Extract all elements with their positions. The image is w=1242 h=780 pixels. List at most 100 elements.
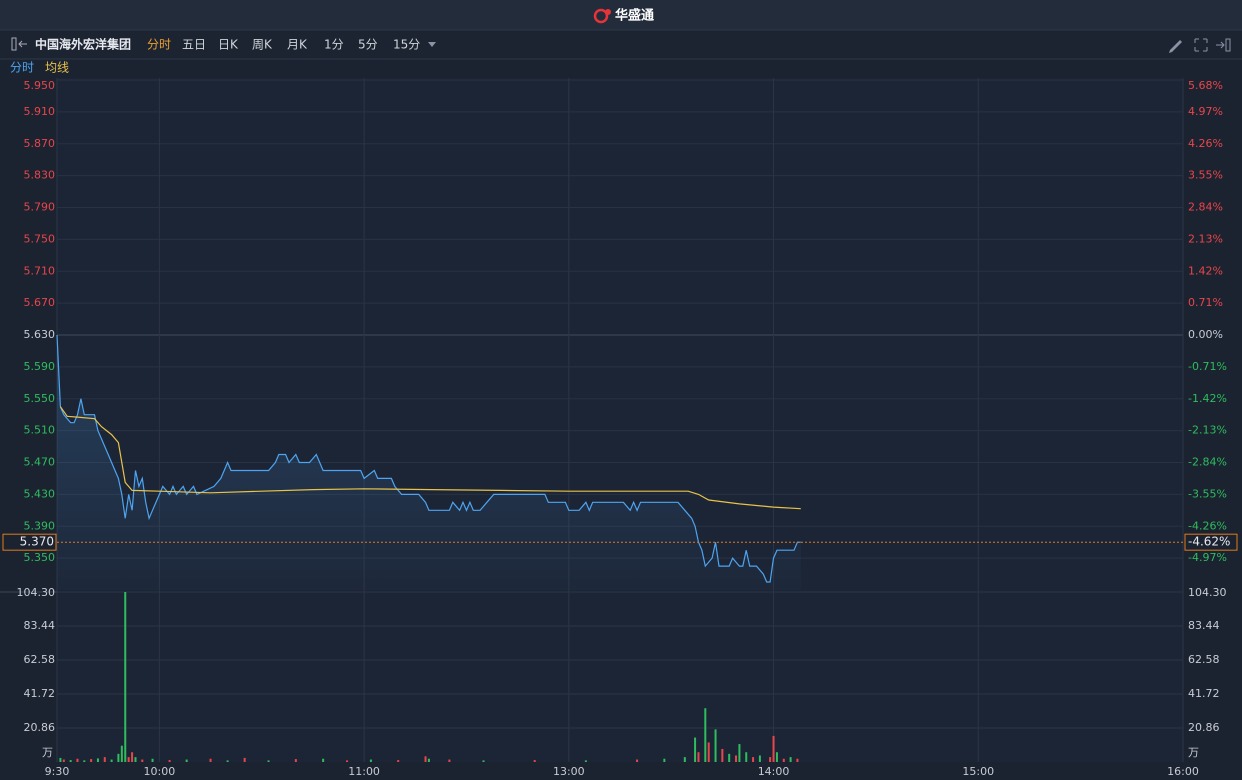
tab[interactable]: 日K	[218, 38, 239, 52]
x-tick-label: 13:00	[553, 765, 585, 778]
x-tick-label: 9:30	[45, 765, 70, 778]
y2-tick-label: 3.55%	[1188, 169, 1223, 182]
tab[interactable]: 周K	[252, 38, 273, 52]
volume-bar	[243, 757, 246, 762]
logo-text: 华盛通	[615, 8, 654, 24]
top-bar	[0, 0, 1242, 30]
volume-tick-label: 41.72	[24, 687, 56, 700]
volume-unit: 万	[42, 746, 53, 759]
y2-tick-label: 5.68%	[1188, 79, 1223, 92]
tab[interactable]: 1分	[324, 38, 344, 52]
volume-bar	[704, 708, 707, 762]
volume-tick-label: 104.30	[1188, 586, 1227, 599]
volume-bar	[294, 759, 297, 762]
tab[interactable]: 5分	[358, 38, 378, 52]
y2-tick-label: -2.13%	[1188, 424, 1227, 437]
icon-part	[11, 37, 17, 51]
volume-bar	[738, 744, 741, 762]
tab[interactable]: 15分	[393, 38, 420, 52]
y2-tick-label: 4.26%	[1188, 137, 1223, 150]
volume-bar	[117, 753, 120, 762]
volume-bar	[735, 755, 738, 762]
volume-bar	[789, 757, 792, 762]
volume-bar	[721, 748, 724, 762]
y-tick-label: 5.590	[24, 360, 56, 373]
last-price-label: 5.370	[20, 535, 54, 549]
volume-tick-label: 83.44	[1188, 619, 1220, 632]
price-area	[57, 335, 801, 590]
y-tick-label: 5.510	[24, 424, 56, 437]
volume-bar	[782, 758, 785, 762]
y2-tick-label: -3.55%	[1188, 487, 1227, 500]
volume-tick-label: 83.44	[24, 619, 56, 632]
y2-tick-label: -4.26%	[1188, 519, 1227, 532]
volume-bar	[151, 758, 154, 762]
y-tick-label: 5.470	[24, 456, 56, 469]
y-tick-label: 5.670	[24, 296, 56, 309]
fullscreen-icon[interactable]	[1194, 38, 1208, 52]
edit-icon[interactable]	[1169, 40, 1182, 53]
y2-tick-label: -2.84%	[1188, 456, 1227, 469]
x-tick-label: 15:00	[962, 765, 994, 778]
tabs: 分时 五日 日K 周K 月K 1分 5分 15分	[147, 38, 420, 52]
legend-item[interactable]: 均线	[45, 61, 69, 75]
tab[interactable]: 月K	[287, 38, 308, 52]
volume-bar	[90, 759, 93, 762]
y2-tick-label: 2.84%	[1188, 201, 1223, 214]
legend-item[interactable]: 分时	[10, 61, 34, 75]
volume-bar	[758, 755, 761, 762]
volume-bar	[697, 752, 700, 762]
volume-bar	[775, 752, 778, 762]
y-tick-label: 5.710	[24, 264, 56, 277]
volume-bar	[427, 758, 430, 762]
logo: 华盛通	[593, 8, 654, 24]
y-tick-label: 5.630	[24, 328, 56, 341]
collapse-icon[interactable]	[11, 37, 27, 51]
y-tick-label: 5.430	[24, 487, 56, 500]
tab[interactable]: 五日	[182, 38, 206, 52]
volume-bar	[714, 729, 717, 762]
volume-bar	[267, 760, 270, 762]
volume-bar	[76, 758, 79, 762]
icon-part	[18, 40, 27, 48]
volume-bar	[226, 760, 229, 762]
tool-icons	[1169, 38, 1231, 53]
exit-icon[interactable]	[1225, 38, 1231, 52]
stock-name: 中国海外宏洋集团	[35, 37, 131, 52]
x-tick-label: 11:00	[348, 765, 380, 778]
volume-bar	[346, 760, 349, 762]
volume-bar	[141, 759, 144, 762]
volume-bar	[127, 757, 130, 762]
volume-bar	[96, 758, 99, 762]
volume-bar	[728, 753, 731, 762]
volume-bar	[185, 759, 188, 762]
volume-bar	[482, 760, 485, 762]
tab[interactable]: 分时	[147, 38, 171, 52]
y-tick-label: 5.910	[24, 105, 56, 118]
y2-tick-label: -1.42%	[1188, 392, 1227, 405]
volume-tick-label: 20.86	[1188, 721, 1220, 734]
volume-bar	[769, 757, 772, 762]
y2-tick-label: 4.97%	[1188, 105, 1223, 118]
volume-tick-label: 62.58	[1188, 653, 1220, 666]
last-change-box	[1184, 533, 1238, 551]
dropdown-arrow[interactable]	[428, 42, 436, 47]
exit-icon[interactable]	[1216, 41, 1225, 49]
volume-bar	[694, 737, 697, 762]
y-tick-label: 5.350	[24, 551, 56, 564]
volume-bar	[168, 760, 171, 762]
volume-bar	[448, 759, 451, 762]
volume-tick-label: 62.58	[24, 653, 56, 666]
volume-bar	[397, 760, 400, 762]
volume-bar	[636, 759, 639, 762]
logo-icon	[593, 8, 609, 24]
y2-tick-label: 2.13%	[1188, 232, 1223, 245]
volume-bar	[124, 592, 127, 762]
volume-unit: 万	[1188, 746, 1199, 759]
volume-bar	[683, 757, 686, 762]
volume-bar	[533, 760, 536, 762]
volume-bar	[663, 758, 666, 762]
y2-tick-label: 1.42%	[1188, 264, 1223, 277]
plot-bg	[57, 78, 1183, 762]
volume-bar	[83, 760, 86, 762]
